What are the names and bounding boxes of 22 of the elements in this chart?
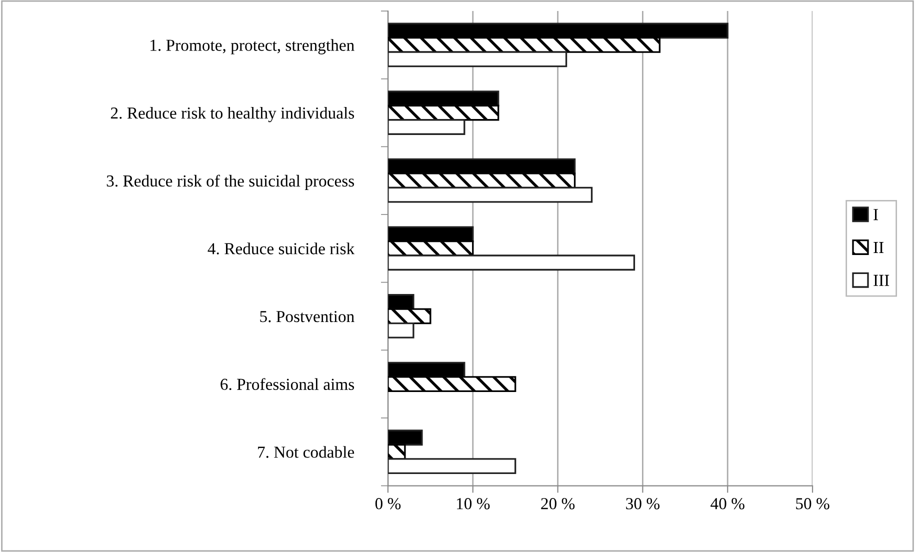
x-tick-label: 10 % [456, 498, 490, 510]
x-tick-label: 20 % [541, 498, 575, 510]
legend-label: III [874, 274, 890, 286]
y-tick-label: 1. Promote, protect, strengthen [150, 39, 354, 54]
legend-label: II [874, 242, 884, 253]
x-tick-label: 30 % [626, 498, 660, 510]
y-tick-label: 4. Reduce suicide risk [208, 242, 355, 254]
x-tick-label: 0 % [375, 498, 401, 510]
x-tick-label: 50 % [796, 498, 830, 510]
bar [388, 458, 516, 474]
legend-label: I [874, 209, 878, 220]
bar [388, 51, 568, 68]
y-tick-label: 5. Postvention [260, 310, 354, 322]
y-tick-label: 7. Not codable [258, 446, 354, 458]
y-tick-label: 3. Reduce risk of the suicidal process [106, 174, 354, 190]
y-tick-label: 6. Professional aims [220, 378, 354, 390]
bar [388, 186, 593, 203]
y-tick-label: 2. Reduce risk to healthy individuals [110, 106, 354, 122]
bar [388, 322, 414, 338]
bar [388, 254, 636, 271]
bar [388, 119, 466, 135]
x-tick-label: 40 % [710, 498, 744, 510]
